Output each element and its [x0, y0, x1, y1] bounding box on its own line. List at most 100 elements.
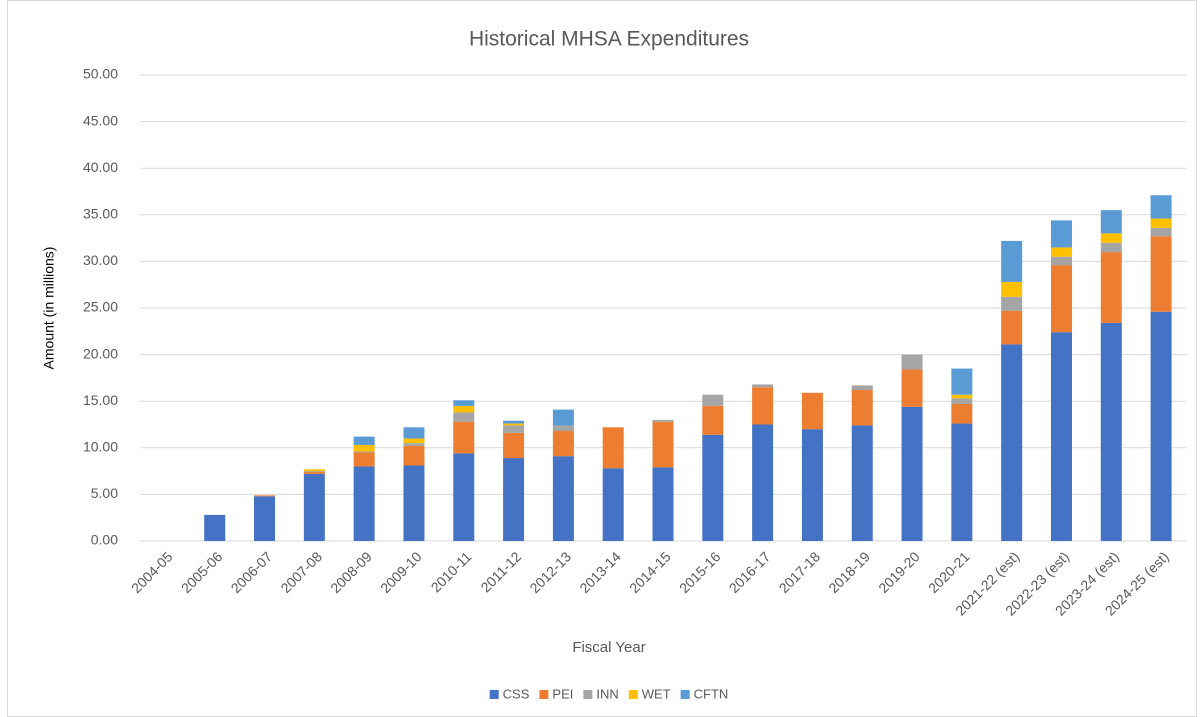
bar-segment — [1100, 322, 1122, 541]
bar-segment — [851, 390, 873, 426]
bar-segment — [702, 434, 724, 541]
legend-swatch — [583, 690, 593, 699]
bar-segment — [1150, 236, 1172, 312]
bar-segment — [801, 429, 823, 541]
bar-segment — [1001, 240, 1023, 282]
bar-segment — [652, 467, 674, 541]
bar-segment — [204, 514, 226, 541]
bar-segment — [1150, 195, 1172, 219]
bar-segment — [901, 354, 923, 370]
bar-segment — [652, 421, 674, 468]
y-tick-label: 40.00 — [83, 159, 118, 175]
bar-segment — [1150, 227, 1172, 237]
y-tick-label: 35.00 — [83, 206, 118, 222]
bar-segment — [752, 387, 774, 425]
bar-segment — [353, 445, 375, 452]
bar-segment — [1050, 256, 1072, 266]
bar-segment — [453, 405, 475, 413]
bar-segment — [801, 392, 823, 430]
bar-segment — [453, 400, 475, 406]
bar-segment — [254, 496, 276, 541]
y-tick-label: 5.00 — [91, 485, 118, 501]
chart-title: Historical MHSA Expenditures — [469, 28, 749, 51]
bar-segment — [503, 423, 525, 426]
legend-swatch — [680, 690, 690, 699]
bar-segment — [602, 427, 624, 469]
y-tick-label: 10.00 — [83, 439, 118, 455]
bar-segment — [1100, 210, 1122, 234]
y-tick-label: 15.00 — [83, 392, 118, 408]
bar-segment — [353, 436, 375, 446]
bar-segment — [1050, 247, 1072, 257]
bar-segment — [901, 406, 923, 541]
bar-segment — [403, 438, 425, 444]
bar-segment — [851, 385, 873, 391]
bar-segment — [702, 394, 724, 406]
bar-segment — [1001, 344, 1023, 541]
bar-segment — [1100, 233, 1122, 243]
bar-segment — [1150, 311, 1172, 541]
legend-label: WET — [642, 686, 671, 701]
bar-segment — [353, 452, 375, 467]
legend-swatch — [628, 690, 638, 699]
bar-segment — [702, 405, 724, 435]
legend-label: PEI — [552, 686, 573, 701]
y-tick-label: 0.00 — [91, 532, 118, 548]
bar-segment — [453, 421, 475, 454]
bar-segment — [403, 445, 425, 466]
y-tick-label: 20.00 — [83, 345, 118, 361]
y-tick-label: 45.00 — [83, 112, 118, 128]
bar-segment — [1050, 265, 1072, 333]
bar-segment — [503, 458, 525, 541]
legend-label: CSS — [503, 686, 530, 701]
bar-segment — [602, 468, 624, 541]
bar-segment — [552, 425, 574, 432]
bar-segment — [1050, 220, 1072, 248]
y-axis-title: Amount (in millions) — [41, 247, 57, 370]
x-axis-title: Fiscal Year — [572, 639, 645, 656]
bar-segment — [901, 369, 923, 407]
bar-segment — [353, 466, 375, 541]
y-tick-label: 25.00 — [83, 299, 118, 315]
bar-segment — [951, 403, 973, 424]
bar-segment — [303, 469, 325, 472]
legend-swatch — [539, 690, 549, 699]
bar-segment — [1100, 242, 1122, 253]
bar-segment — [1100, 252, 1122, 323]
bar-segment — [552, 456, 574, 541]
bar-segment — [403, 427, 425, 439]
y-tick-label: 50.00 — [83, 66, 118, 82]
bar-segment — [303, 471, 325, 473]
bar-segment — [951, 394, 973, 399]
bar-segment — [254, 495, 276, 497]
bar-segment — [353, 451, 375, 453]
chart-border — [7, 0, 1197, 717]
bar-segment — [453, 453, 475, 541]
bar-segment — [453, 412, 475, 422]
bar-segment — [951, 368, 973, 395]
bar-segment — [503, 425, 525, 433]
y-tick-label: 30.00 — [83, 252, 118, 268]
bar-segment — [752, 384, 774, 388]
legend-swatch — [489, 690, 499, 699]
bar-segment — [1050, 332, 1072, 541]
bar-segment — [951, 423, 973, 541]
bar-segment — [303, 473, 325, 541]
bar-segment — [652, 419, 674, 422]
bar-segment — [1001, 281, 1023, 297]
bar-segment — [1150, 218, 1172, 228]
bar-segment — [403, 465, 425, 541]
legend-label: CFTN — [694, 686, 729, 701]
bar-segment — [303, 472, 325, 474]
bar-segment — [752, 424, 774, 541]
bar-segment — [1001, 310, 1023, 345]
bar-segment — [552, 409, 574, 426]
bar-segment — [552, 431, 574, 457]
legend-label: INN — [596, 686, 618, 701]
bar-segment — [851, 425, 873, 541]
bar-segment — [503, 420, 525, 424]
bar-segment — [503, 432, 525, 459]
bar-segment — [403, 443, 425, 446]
